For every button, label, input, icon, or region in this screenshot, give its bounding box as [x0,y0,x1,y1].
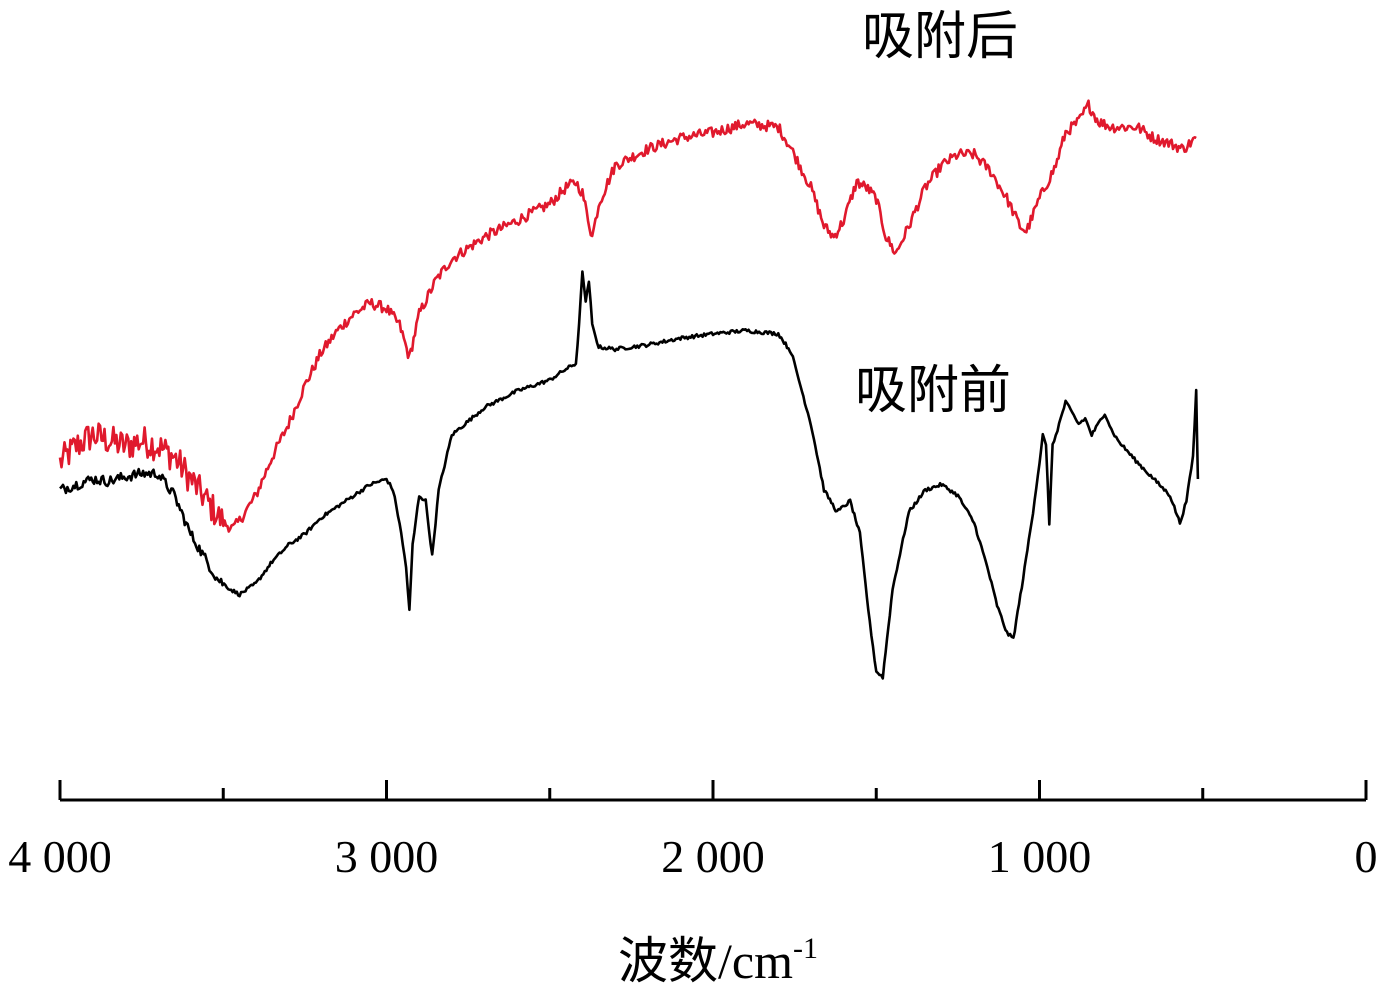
x-tick-label: 4 000 [8,831,112,882]
x-axis-label-main: 波数/cm [618,933,793,989]
x-axis-label-superscript: -1 [793,932,818,965]
x-axis-label: 波数/cm-1 [618,932,818,989]
series-line-after-adsorption [58,99,1197,533]
x-axis-tick-labels: 4 000 3 000 2 000 1 000 0 [8,831,1377,882]
series-label-before-adsorption: 吸附前 [855,363,1011,420]
x-tick-label: 0 [1355,831,1378,882]
x-tick-label: 3 000 [335,831,439,882]
x-tick-label: 2 000 [661,831,765,882]
series-lines [58,99,1200,680]
series-label-after-adsorption: 吸附后 [862,9,1018,66]
x-axis-ticks [58,780,1368,800]
series-line-before-adsorption [59,270,1200,680]
x-tick-label: 1 000 [988,831,1092,882]
